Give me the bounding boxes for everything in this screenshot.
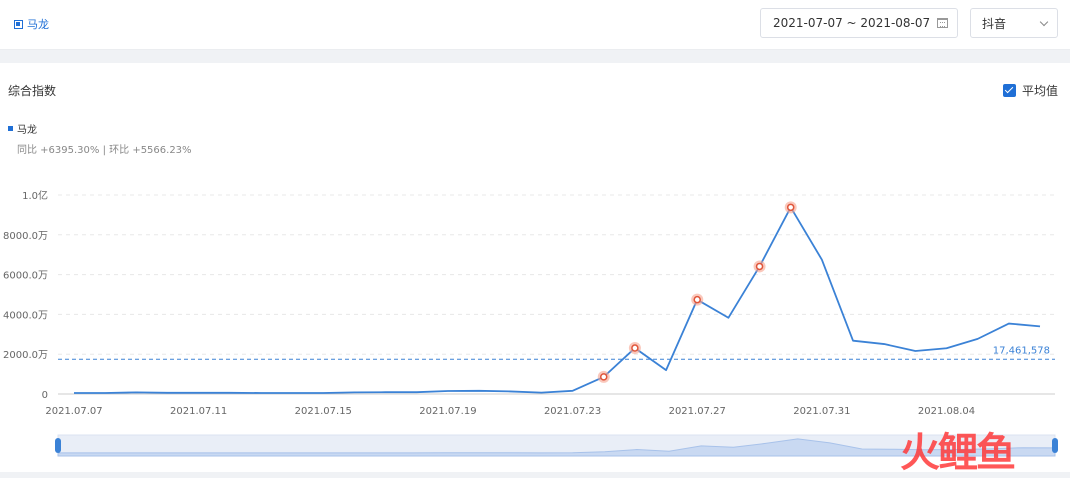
x-tick-label: 2021.07.19 <box>419 406 476 417</box>
date-range-picker[interactable]: 2021-07-07 ~ 2021-08-07 <box>760 8 958 38</box>
x-tick-label: 2021.08.04 <box>918 406 975 417</box>
legend-series-name: 马龙 <box>17 125 37 136</box>
date-range-value: 2021-07-07 ~ 2021-08-07 <box>773 16 931 30</box>
keyword-square-icon <box>14 19 23 29</box>
y-tick-label: 6000.0万 <box>3 271 48 282</box>
highlight-point <box>786 203 795 212</box>
chart-panel: 综合指数 平均值 马龙 同比 +6395.30% | 环比 +5566.23% <box>0 63 1070 472</box>
keyword-tag[interactable]: 马龙 <box>14 16 49 32</box>
zoom-slider-handle[interactable] <box>1052 438 1058 453</box>
zoom-slider-preview <box>57 438 1056 457</box>
x-tick-label: 2021.07.15 <box>295 406 352 417</box>
keyword-label: 马龙 <box>27 18 49 31</box>
y-tick-label: 4000.0万 <box>3 310 48 321</box>
x-tick-label: 2021.07.31 <box>793 406 850 417</box>
platform-value: 抖音 <box>982 16 1007 31</box>
comparison-stats: 同比 +6395.30% | 环比 +5566.23% <box>17 145 192 156</box>
calendar-icon <box>937 18 948 28</box>
y-tick-label: 8000.0万 <box>3 231 48 242</box>
legend-item[interactable]: 马龙 <box>8 121 37 136</box>
panel-title: 综合指数 <box>8 84 57 98</box>
series-line <box>74 206 1041 394</box>
highlight-point <box>599 373 608 381</box>
highlight-point <box>755 262 764 271</box>
y-tick-label: 0 <box>42 390 48 401</box>
x-tick-label: 2021.07.07 <box>45 406 102 417</box>
platform-select[interactable]: 抖音 <box>970 8 1058 38</box>
watermark-logo: 火鲤鱼 <box>900 430 1016 476</box>
x-tick-label: 2021.07.27 <box>669 406 726 417</box>
highlight-point <box>693 295 701 304</box>
y-tick-label: 2000.0万 <box>3 350 48 361</box>
checkbox-checked-icon[interactable] <box>1002 84 1016 97</box>
average-value-label: 17,461,578 <box>993 345 1050 356</box>
zoom-slider-handle[interactable] <box>55 438 61 453</box>
average-toggle[interactable]: 平均值 <box>1002 82 1058 99</box>
highlight-point <box>631 344 639 352</box>
average-label: 平均值 <box>1021 84 1058 98</box>
legend-square-icon <box>8 126 13 131</box>
x-tick-label: 2021.07.23 <box>544 406 601 417</box>
x-tick-label: 2021.07.11 <box>170 406 227 417</box>
top-bar: 马龙 2021-07-07 ~ 2021-08-07 抖音 <box>0 0 1070 50</box>
y-tick-label: 1.0亿 <box>22 189 48 202</box>
